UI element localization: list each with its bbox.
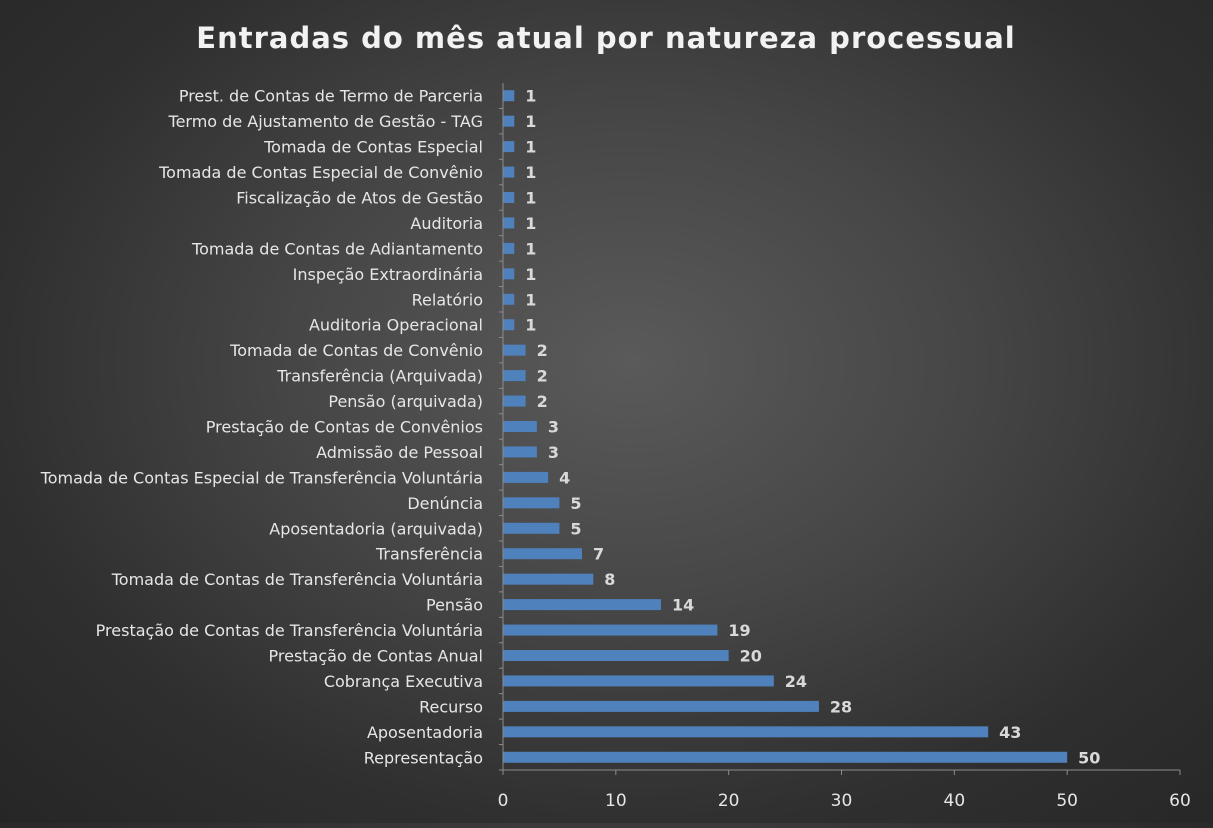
- data-label: 7: [593, 545, 604, 564]
- bar: [503, 650, 729, 661]
- chart-title: Entradas do mês atual por natureza proce…: [196, 21, 1015, 55]
- bar: [503, 268, 515, 280]
- category-label: Denúncia: [407, 494, 483, 513]
- category-label: Tomada de Contas de Adiantamento: [191, 239, 483, 258]
- bar: [503, 421, 537, 432]
- x-tick-label: 50: [1056, 791, 1078, 811]
- x-tick-label: 60: [1169, 791, 1191, 811]
- x-tick-label: 40: [944, 791, 966, 811]
- data-label: 1: [525, 163, 536, 182]
- data-label: 5: [570, 494, 581, 513]
- data-label: 4: [559, 468, 570, 487]
- category-label: Transferência: [375, 545, 483, 564]
- category-label: Auditoria: [410, 214, 483, 233]
- bar: [503, 115, 515, 127]
- data-label: 1: [525, 87, 536, 106]
- data-label: 1: [525, 290, 536, 309]
- category-label: Prest. de Contas de Termo de Parceria: [179, 87, 483, 106]
- bar: [503, 242, 515, 254]
- bar: [503, 675, 774, 687]
- category-labels: Representação Aposentadoria Recurso Cobranç…: [40, 87, 483, 768]
- data-label: 43: [999, 723, 1021, 742]
- bar: [503, 700, 819, 712]
- bar: [503, 217, 515, 229]
- bar: [503, 192, 515, 203]
- data-label: 1: [525, 112, 536, 131]
- bar: [503, 370, 526, 382]
- bar: [503, 344, 526, 356]
- category-label: Relatório: [412, 290, 483, 309]
- category-label: Representação: [364, 748, 483, 767]
- category-label: Cobrança Executiva: [324, 672, 483, 691]
- bar: [503, 471, 549, 483]
- category-label: Prestação de Contas de Transferência Vol…: [96, 621, 483, 640]
- category-label: Tomada de Contas Especial de Transferênc…: [40, 468, 483, 487]
- bar: [503, 319, 515, 331]
- category-label: Tomada de Contas de Convênio: [229, 341, 483, 360]
- category-label: Transferência (Arquivada): [276, 367, 483, 386]
- category-label: Tomada de Contas Especial de Convênio: [158, 163, 483, 182]
- data-label: 2: [537, 367, 548, 386]
- bar: [503, 548, 582, 560]
- data-label: 19: [728, 621, 750, 640]
- data-label: 2: [537, 392, 548, 411]
- bar: [503, 751, 1068, 763]
- category-label: Aposentadoria (arquivada): [269, 519, 483, 538]
- bar: [503, 599, 661, 611]
- data-label: 1: [525, 189, 536, 208]
- category-label: Pensão: [426, 596, 483, 615]
- category-label: Aposentadoria: [367, 723, 483, 742]
- bar: [503, 166, 515, 178]
- data-label: 1: [525, 239, 536, 258]
- category-label: Tomada de Contas de Transferência Volunt…: [111, 570, 483, 589]
- category-label: Admissão de Pessoal: [316, 443, 483, 462]
- x-tick-label: 10: [605, 791, 627, 811]
- data-label: 8: [604, 570, 615, 589]
- data-label: 28: [830, 697, 852, 716]
- data-label: 3: [548, 418, 559, 437]
- data-label: 14: [672, 596, 694, 615]
- category-label: Inspeção Extraordinária: [293, 265, 483, 284]
- data-label: 5: [570, 519, 581, 538]
- data-label: 24: [785, 672, 807, 691]
- bar: [503, 141, 515, 153]
- category-label: Prestação de Contas de Convênios: [206, 418, 483, 437]
- x-tick-label: 30: [831, 791, 853, 811]
- data-label: 3: [548, 443, 559, 462]
- category-label: Prestação de Contas Anual: [269, 647, 484, 666]
- bar: [503, 446, 537, 458]
- data-label: 1: [525, 265, 536, 284]
- category-label: Auditoria Operacional: [309, 316, 483, 335]
- bar: [503, 573, 594, 585]
- bar: [503, 395, 526, 407]
- data-label: 1: [525, 214, 536, 233]
- x-tick-label: 20: [718, 791, 740, 811]
- bar: [503, 624, 718, 636]
- bar: [503, 726, 989, 738]
- x-tick-label: 0: [498, 791, 509, 811]
- data-label: 1: [525, 138, 536, 157]
- category-label: Termo de Ajustamento de Gestão - TAG: [168, 112, 483, 131]
- bars-layer: [503, 90, 1068, 763]
- category-label: Recurso: [419, 697, 483, 716]
- bar: [503, 497, 560, 509]
- category-label: Tomada de Contas Especial: [263, 138, 483, 157]
- bar: [503, 90, 515, 102]
- data-label: 1: [525, 316, 536, 335]
- data-label: 50: [1078, 748, 1100, 767]
- category-label: Fiscalização de Atos de Gestão: [236, 189, 483, 208]
- data-label: 20: [740, 647, 762, 666]
- data-label: 2: [537, 341, 548, 360]
- axes: 0 10 20 30 40 50 60: [498, 83, 1191, 811]
- bar: [503, 522, 560, 534]
- category-label: Pensão (arquivada): [328, 392, 483, 411]
- bar: [503, 293, 515, 305]
